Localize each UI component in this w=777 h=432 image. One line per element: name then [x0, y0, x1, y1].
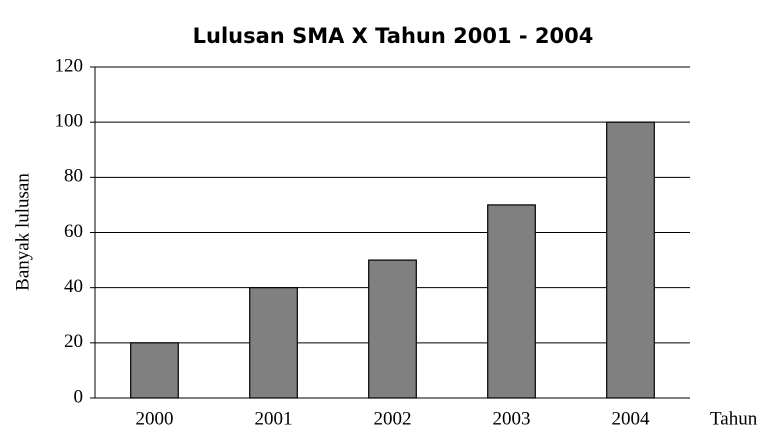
x-tick-label: 2004: [612, 408, 651, 429]
y-tick-label: 80: [64, 166, 83, 187]
y-tick-label: 0: [74, 386, 84, 407]
y-tick-label: 60: [64, 221, 83, 242]
x-axis-label: Tahun: [710, 408, 758, 429]
y-tick-label: 40: [64, 276, 83, 297]
y-tick-label: 100: [55, 111, 84, 132]
bar: [487, 204, 536, 399]
bar: [606, 121, 655, 399]
x-tick-label: 2003: [493, 408, 531, 429]
x-tick-label: 2000: [136, 408, 174, 429]
bar: [249, 287, 298, 399]
x-tick-label: 2001: [255, 408, 293, 429]
chart-title: Lulusan SMA X Tahun 2001 - 2004: [193, 24, 594, 48]
y-axis-label: Banyak lulusan: [12, 173, 33, 291]
bar: [130, 342, 179, 399]
y-tick-label: 20: [64, 331, 83, 352]
x-tick-label: 2002: [374, 408, 412, 429]
bar: [368, 259, 417, 399]
y-tick-label: 120: [55, 55, 84, 76]
